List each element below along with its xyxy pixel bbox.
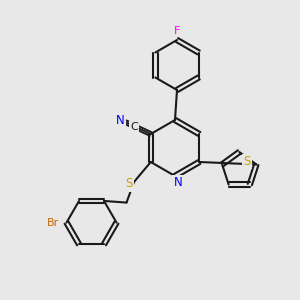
Text: F: F: [174, 26, 180, 36]
Text: Br: Br: [46, 218, 58, 228]
Text: S: S: [244, 155, 251, 168]
Text: N: N: [174, 176, 182, 190]
Text: N: N: [116, 114, 125, 127]
Text: S: S: [125, 177, 133, 190]
Text: C: C: [130, 122, 138, 132]
